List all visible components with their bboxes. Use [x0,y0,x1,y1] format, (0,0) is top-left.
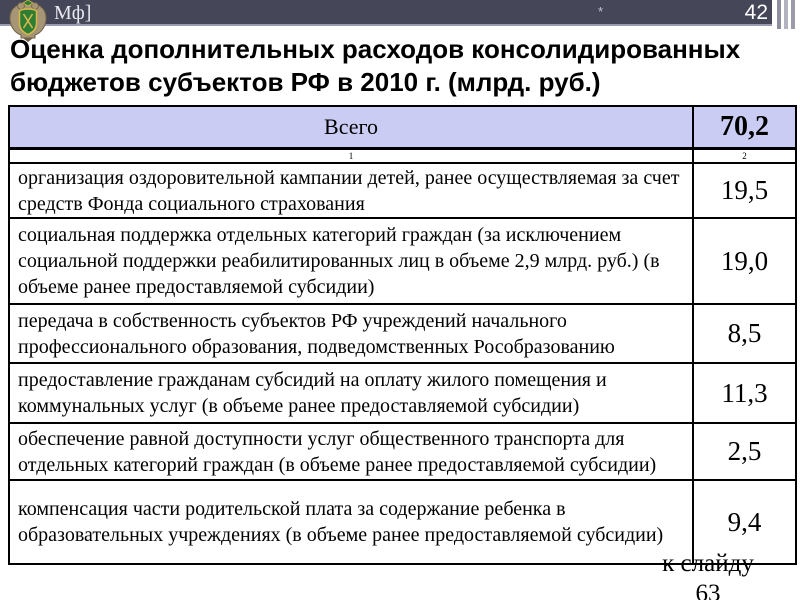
page-edge-stripes-icon [777,0,795,29]
table-row: компенсация части родительской плата за … [10,479,795,563]
slide-title: Оценка дополнительных расходов консолиди… [10,34,741,97]
top-bar: Мф] * 42 [0,0,772,26]
table-header-row: Всего 70,2 [10,107,795,147]
row-label: организация оздоровительной кампании дет… [18,166,680,215]
table-header-value: 70,2 [692,107,795,147]
column-number-1: 1 [348,150,354,161]
go-to-slide-link-number[interactable]: 63 [695,580,721,600]
row-label: компенсация части родительской плата за … [18,498,664,546]
row-label: социальная поддержка отдельных категорий… [18,224,660,298]
minfin-emblem-icon [9,0,47,42]
table-row: организация оздоровительной кампании дет… [10,162,795,217]
row-label: предоставление гражданам субсидий на опл… [18,369,607,417]
row-label: обеспечение равной доступности услуг общ… [18,427,657,476]
column-number-row: 1 2 [10,147,795,162]
go-to-slide-link[interactable]: к слайду 63 [642,549,774,600]
row-value: 9,4 [692,481,795,563]
table-header-label: Всего [324,114,378,139]
row-value: 19,0 [692,219,795,303]
logo-text: Мф] [54,2,92,24]
table-row: обеспечение равной доступности услуг общ… [10,422,795,479]
table-row: социальная поддержка отдельных категорий… [10,217,795,303]
expenses-table: Всего 70,2 1 2 организация оздоровительн… [8,105,797,565]
go-to-slide-link-text[interactable]: к слайду [662,550,754,577]
footnote-asterisk: * [598,4,604,19]
row-value: 11,3 [692,364,795,422]
row-label: передача в собственность субъектов РФ уч… [18,309,615,358]
table-row: предоставление гражданам субсидий на опл… [10,362,795,422]
row-value: 2,5 [692,424,795,479]
slide-number: 42 [744,1,768,24]
table-row: передача в собственность субъектов РФ уч… [10,303,795,362]
row-value: 8,5 [692,305,795,362]
row-value: 19,5 [692,164,795,217]
column-number-2: 2 [692,150,795,162]
